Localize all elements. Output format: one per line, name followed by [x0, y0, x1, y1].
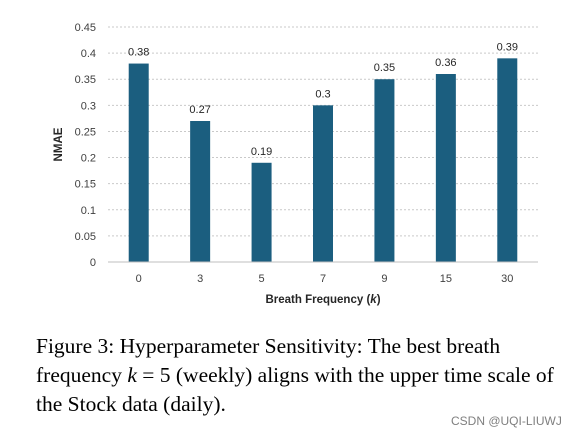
data-label: 0.27 — [189, 104, 210, 116]
y-axis-ticks: 0 0.05 0.1 0.15 0.2 0.25 0.3 0.35 0.4 0.45 — [75, 22, 96, 269]
caption-label: Figure 3: — [36, 334, 115, 358]
data-label: 0.36 — [435, 57, 456, 69]
x-tick-label: 3 — [197, 273, 203, 285]
x-axis-title-variable: k — [370, 294, 377, 306]
bar-15 — [435, 74, 456, 262]
bar-3 — [190, 121, 211, 262]
bar-7 — [313, 105, 333, 262]
y-tick-label: 0 — [90, 257, 96, 269]
y-axis-title: NMAE — [53, 127, 65, 161]
y-tick-label: 0.45 — [75, 22, 96, 34]
y-tick-label: 0.3 — [81, 100, 96, 112]
y-tick-label: 0.25 — [75, 126, 96, 138]
bar-30 — [497, 58, 518, 263]
y-tick-label: 0.05 — [75, 231, 96, 243]
x-tick-label: 15 — [440, 273, 452, 285]
y-tick-label: 0.15 — [75, 179, 96, 191]
x-axis-ticks: 0 3 5 7 9 15 30 — [136, 273, 514, 285]
caption-math-operator: = 5 — [136, 363, 171, 387]
x-tick-label: 30 — [501, 273, 513, 285]
data-label: 0.35 — [374, 62, 395, 74]
figure-caption: Figure 3: Hyperparameter Sensitivity: Th… — [36, 332, 566, 419]
y-tick-label: 0.1 — [81, 205, 96, 217]
watermark-text: CSDN @UQI-LIUWJ — [451, 414, 562, 428]
chart-svg: 00.050.10.150.20.250.30.350.40.45 0.380.… — [53, 22, 538, 306]
bar-5 — [251, 162, 272, 262]
x-axis-title-suffix: ) — [377, 294, 381, 306]
caption-text-after: (weekly) aligns with the upper time scal… — [36, 363, 554, 416]
x-tick-label: 9 — [381, 273, 387, 285]
data-label: 0.38 — [128, 47, 149, 59]
bar-9 — [374, 79, 395, 262]
y-tick-label: 0.2 — [81, 153, 96, 165]
x-tick-label: 7 — [320, 273, 326, 285]
caption-math-variable: k — [127, 363, 137, 387]
x-axis-title-prefix: Breath Frequency ( — [265, 294, 370, 306]
caption-text-before: Hyperparameter Sensitivity: The best bre… — [36, 334, 501, 387]
data-label: 0.19 — [251, 146, 272, 158]
bars — [128, 58, 518, 263]
x-tick-label: 0 — [136, 273, 142, 285]
bar-0 — [128, 63, 149, 262]
data-labels: 0.38 0.27 0.19 0.3 0.35 0.36 0.39 — [128, 41, 518, 157]
y-tick-label: 0.4 — [81, 48, 96, 60]
bar-chart: 0 0.05 0.1 0.15 0.2 0.25 0.3 0.35 0.4 0.45 0.38 0.… — [53, 22, 538, 306]
x-tick-label: 5 — [259, 273, 265, 285]
x-axis-title: Breath Frequency (k) — [265, 294, 380, 306]
y-tick-label: 0.35 — [75, 74, 96, 86]
data-label: 0.3 — [315, 88, 330, 100]
data-label: 0.39 — [497, 41, 518, 53]
